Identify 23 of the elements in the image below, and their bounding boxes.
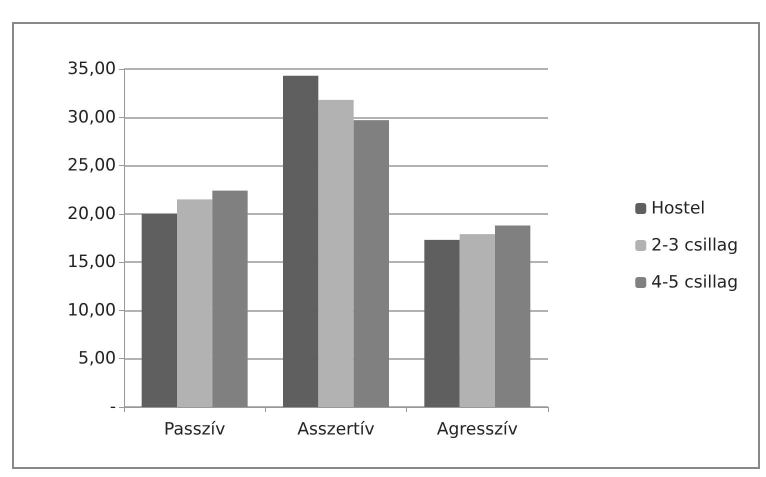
bar [460,234,495,407]
bar [354,120,389,407]
legend-label: Hostel [651,198,706,218]
bar [212,190,248,407]
y-tick-label: 25,00 [67,156,116,176]
legend-label: 4-5 csillag [651,272,738,292]
y-tick-label: 5,00 [78,348,116,369]
bar [424,240,460,407]
bar [177,199,212,407]
y-tick-label: - [110,397,116,417]
bar [495,225,530,407]
x-tick-label: Asszertív [297,420,375,440]
y-tick-label: 30,00 [67,107,116,128]
y-tick-label: 15,00 [67,252,116,272]
bar [318,100,354,407]
bar [142,214,177,407]
x-tick-label: Agresszív [436,420,518,440]
y-tick-label: 10,00 [67,300,116,320]
x-tick-label: Passzív [164,420,226,440]
bar [283,76,318,407]
legend-label: 2-3 csillag [651,236,738,256]
y-tick-label: 20,00 [67,204,116,224]
y-tick-label: 35,00 [67,59,116,79]
